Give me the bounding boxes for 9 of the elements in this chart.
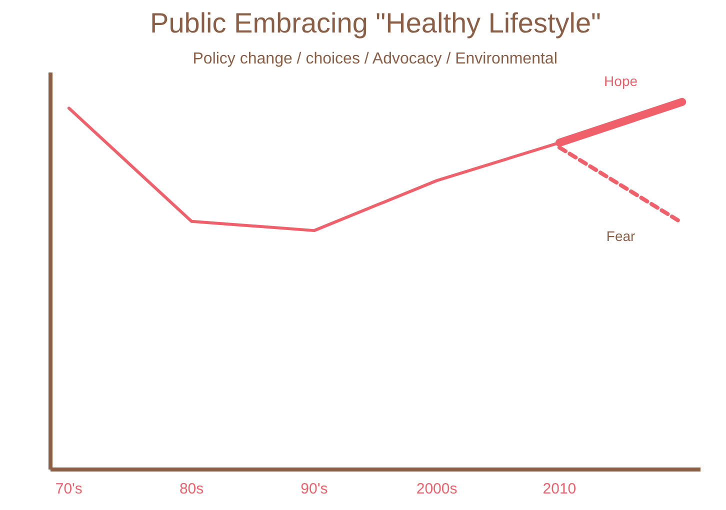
- chart-title: Public Embracing "Healthy Lifestyle": [150, 8, 601, 38]
- text: Fear: [606, 228, 636, 244]
- chart-subtitle: Policy change / choices / Advocacy / Environmental: [192, 50, 558, 68]
- x-tick-label: 80s: [179, 480, 204, 498]
- x-tick-label: 2010: [542, 480, 576, 498]
- series-label: Hope: [604, 73, 638, 90]
- x-tick-label: 70's: [55, 480, 82, 498]
- x-tick-label: 2000s: [416, 480, 458, 498]
- x-tick-label: 90's: [300, 480, 328, 498]
